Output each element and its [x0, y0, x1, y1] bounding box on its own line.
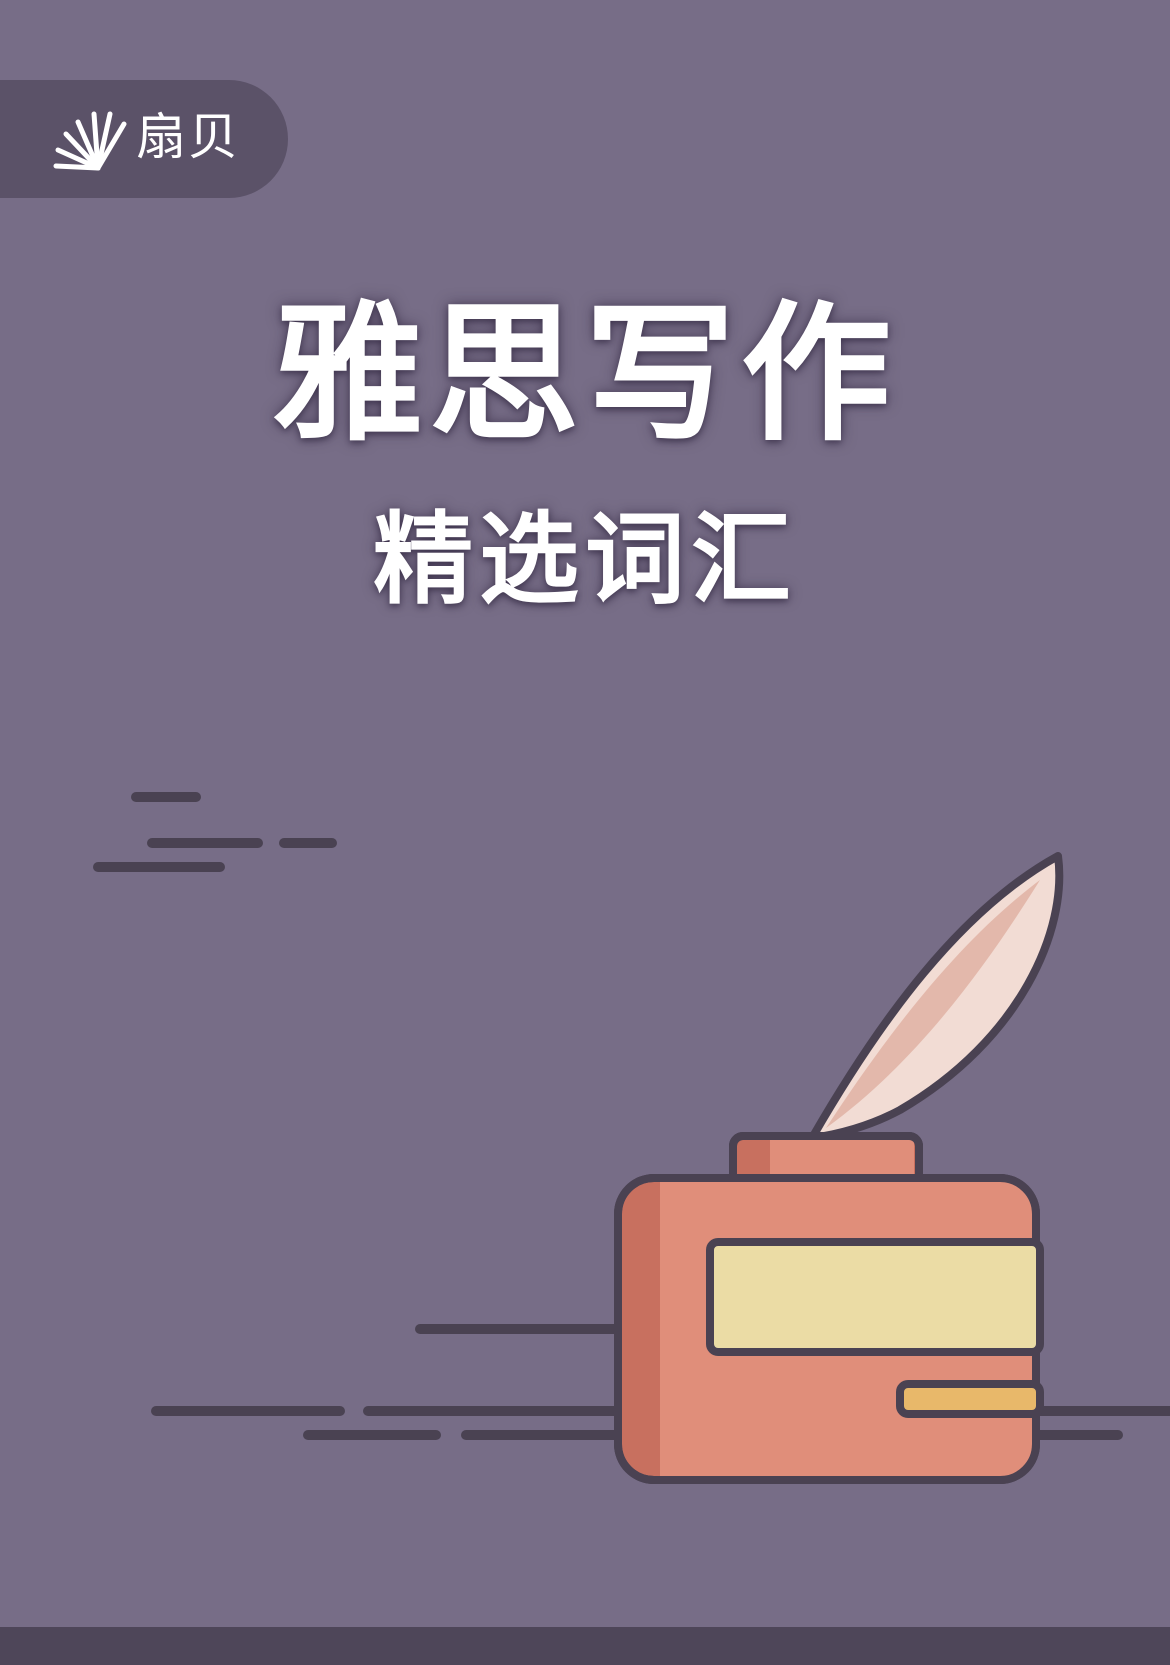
- speed-lines-bottom: [151, 1324, 1170, 1440]
- shell-rays-icon: [53, 111, 127, 171]
- brand-name: 扇贝: [136, 108, 240, 166]
- cover-title: 雅思写作: [272, 288, 897, 462]
- inkwell-label-stripe: [896, 1380, 1044, 1418]
- inkwell-label: [706, 1238, 1044, 1356]
- brand-badge: 扇贝: [0, 80, 288, 198]
- quill: [808, 852, 1064, 1142]
- speed-lines-top: [93, 792, 337, 872]
- footer-band: [0, 1627, 1170, 1665]
- cover-subtitle: 精选词汇: [373, 501, 797, 618]
